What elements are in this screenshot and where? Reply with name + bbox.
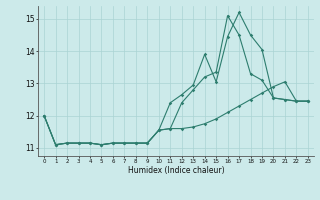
X-axis label: Humidex (Indice chaleur): Humidex (Indice chaleur): [128, 166, 224, 175]
